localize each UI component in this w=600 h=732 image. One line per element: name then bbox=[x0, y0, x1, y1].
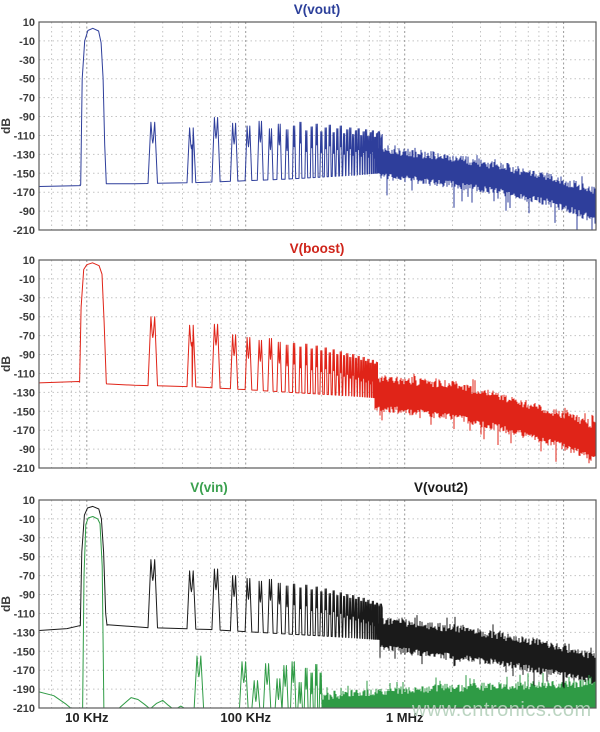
panel-title-vboost: V(boost) bbox=[289, 241, 345, 256]
svg-text:-130: -130 bbox=[13, 149, 35, 161]
panel-bottom: 10 -10 -30 -50 -70 -90 -110 -130 -150 -170 -190 -21… bbox=[0, 495, 597, 715]
svg-text:-90: -90 bbox=[19, 206, 35, 218]
svg-text:-50: -50 bbox=[19, 552, 35, 564]
svg-text:-70: -70 bbox=[19, 93, 35, 105]
svg-text:dB: dB bbox=[0, 118, 13, 134]
svg-text:dB: dB bbox=[0, 596, 13, 612]
x-tick-label: 100 KHz bbox=[220, 710, 271, 725]
panel-middle: 10 -10 -30 -50 -70 -90 -110 -130 -150 -170 -90 -210… bbox=[0, 255, 597, 475]
svg-text:-10: -10 bbox=[19, 274, 35, 286]
svg-text:-70: -70 bbox=[19, 331, 35, 343]
svg-text:-10: -10 bbox=[19, 36, 35, 48]
svg-text:-210: -210 bbox=[13, 225, 35, 237]
svg-text:10: 10 bbox=[23, 495, 35, 507]
svg-text:-150: -150 bbox=[13, 406, 35, 418]
svg-text:-30: -30 bbox=[19, 533, 35, 545]
svg-text:10: 10 bbox=[23, 255, 35, 267]
svg-text:-90: -90 bbox=[19, 590, 35, 602]
panel-title-vout2: V(vout2) bbox=[414, 480, 468, 495]
svg-text:-70: -70 bbox=[19, 571, 35, 583]
svg-text:-90: -90 bbox=[19, 112, 35, 124]
x-tick-label: 10 KHz bbox=[65, 710, 109, 725]
panel-title-vin: V(vin) bbox=[190, 480, 228, 495]
svg-text:-10: -10 bbox=[19, 514, 35, 526]
watermark-text: www.cntronics.com bbox=[412, 699, 592, 721]
svg-text:-130: -130 bbox=[13, 627, 35, 639]
panel-top: 10 -10 -30 -50 -70 -90 -110 -130 -150 -170 -90 -210… bbox=[0, 17, 597, 237]
panel-title-vout: V(vout) bbox=[293, 2, 341, 17]
svg-text:-90: -90 bbox=[19, 444, 35, 456]
svg-text:-90: -90 bbox=[19, 350, 35, 362]
svg-text:dB: dB bbox=[0, 356, 13, 372]
svg-text:-30: -30 bbox=[19, 293, 35, 305]
svg-text:-110: -110 bbox=[14, 609, 35, 621]
svg-text:-150: -150 bbox=[13, 168, 35, 180]
svg-text:-170: -170 bbox=[13, 187, 35, 199]
svg-text:-150: -150 bbox=[13, 646, 35, 658]
x-tick-label: 1 MHz bbox=[385, 710, 424, 725]
svg-text:-110: -110 bbox=[14, 131, 35, 143]
svg-text:-210: -210 bbox=[13, 463, 35, 475]
svg-text:-130: -130 bbox=[13, 387, 35, 399]
svg-text:10: 10 bbox=[23, 17, 35, 29]
svg-text:-170: -170 bbox=[13, 665, 35, 677]
svg-text:-190: -190 bbox=[13, 684, 35, 696]
svg-text:-110: -110 bbox=[14, 369, 35, 381]
svg-text:-210: -210 bbox=[13, 703, 35, 715]
svg-text:-50: -50 bbox=[19, 312, 35, 324]
svg-text:-170: -170 bbox=[13, 425, 35, 437]
svg-text:-30: -30 bbox=[19, 55, 35, 67]
svg-text:-50: -50 bbox=[19, 74, 35, 86]
